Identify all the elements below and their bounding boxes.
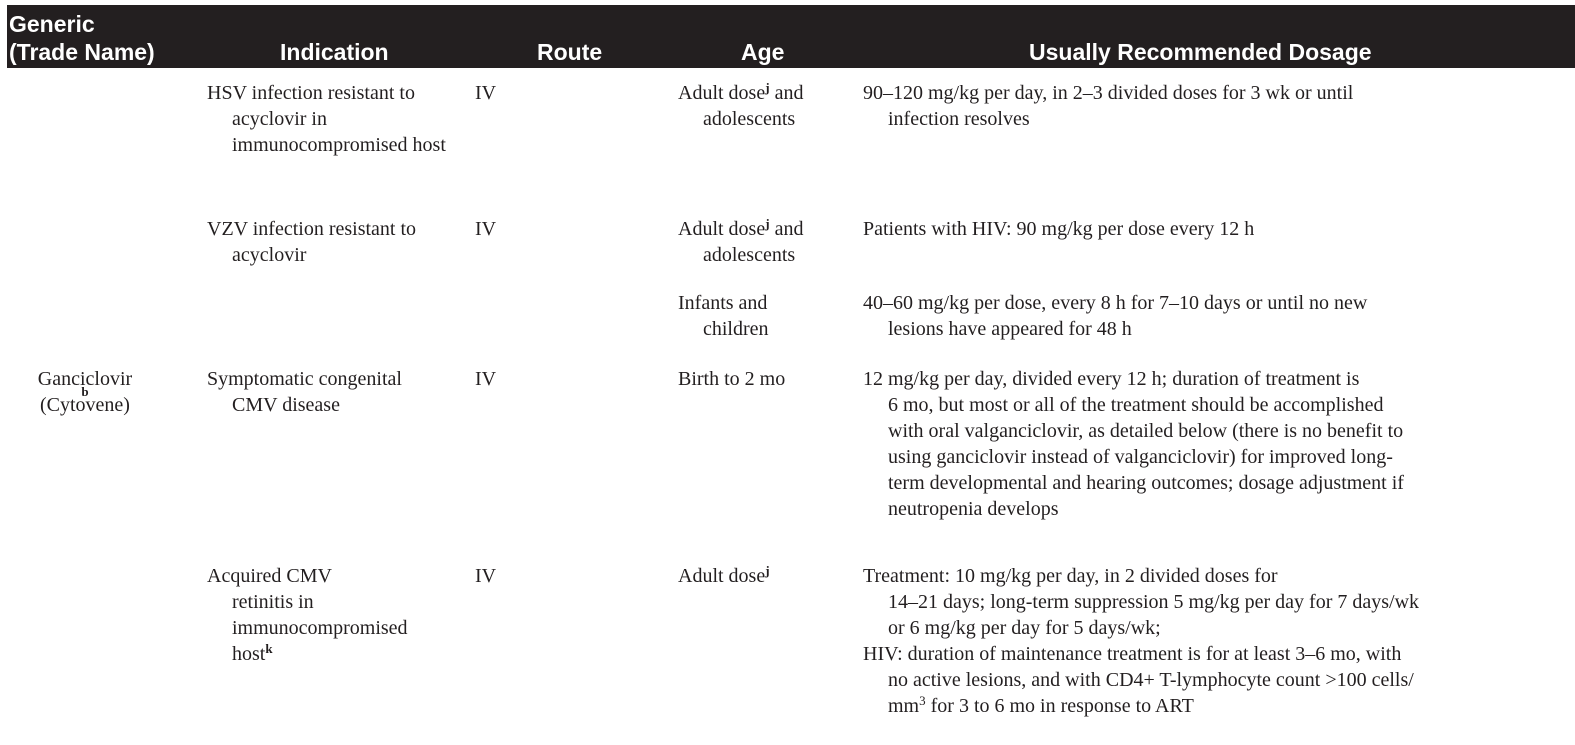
header-indication: Indication <box>280 39 389 65</box>
row1-indication: HSV infection resistant to acyclovir in … <box>207 82 446 156</box>
row4-age: Birth to 2 mo <box>678 368 786 390</box>
row4-dosage: 12 mg/kg per day, divided every 12 h; du… <box>863 368 1404 520</box>
row1-age: Adult dosej and adolescents <box>678 80 804 130</box>
row1-dosage: 90–120 mg/kg per day, in 2–3 divided dos… <box>863 82 1354 130</box>
header-age: Age <box>741 39 785 65</box>
row3-age: Infants and children <box>678 292 769 340</box>
row4-indication: Symptomatic congenital CMV disease <box>207 368 402 416</box>
row2-indication: VZV infection resistant to acyclovir <box>207 218 417 266</box>
row5-route: IV <box>475 565 497 587</box>
row2-age: Adult dosej and adolescents <box>678 216 804 266</box>
header-dosage: Usually Recommended Dosage <box>1029 39 1372 65</box>
row2-dosage: Patients with HIV: 90 mg/kg per dose eve… <box>863 218 1255 240</box>
row5-age: Adult dosej <box>678 563 770 587</box>
header-generic: Generic (Trade Name) <box>9 10 155 66</box>
row5-dosage: Treatment: 10 mg/kg per day, in 2 divide… <box>863 565 1420 717</box>
table-header: Generic (Trade Name) Indication Route Ag… <box>7 5 1575 68</box>
header-route: Route <box>537 39 603 65</box>
row4-generic: Ganciclovir b (Cytovene) <box>37 368 133 416</box>
row1-route: IV <box>475 82 497 104</box>
row5-indication: Acquired CMV retinitis in immunocompromi… <box>207 565 408 665</box>
row4-route: IV <box>475 368 497 390</box>
row3-dosage: 40–60 mg/kg per dose, every 8 h for 7–10… <box>863 292 1368 340</box>
header-trade-name-label: (Trade Name) <box>9 39 155 65</box>
row2-route: IV <box>475 218 497 240</box>
header-generic-label: Generic <box>9 11 95 37</box>
